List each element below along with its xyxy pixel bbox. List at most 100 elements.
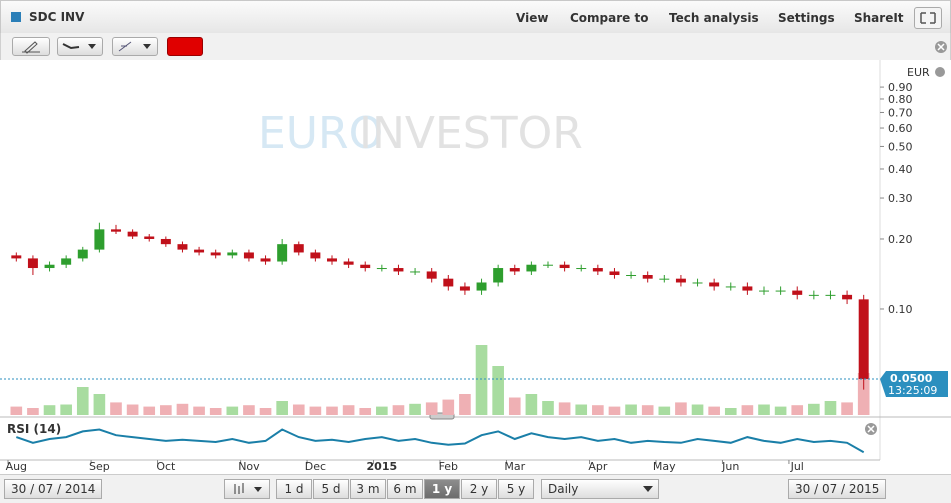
candle-body [410, 271, 421, 273]
rsi-label: RSI (14) [7, 422, 61, 436]
candle-body [526, 264, 537, 272]
candle-body [111, 229, 121, 232]
volume-bar [143, 406, 156, 415]
close-icon[interactable] [934, 40, 948, 54]
menu-item[interactable]: ShareIt [854, 11, 904, 25]
candle-body [94, 229, 105, 250]
candle-body [543, 264, 553, 266]
date-from[interactable]: 30 / 07 / 2014 [4, 479, 103, 499]
period-button[interactable]: 2 y [461, 479, 497, 499]
period-button[interactable]: 3 m [350, 479, 386, 499]
volume-bar [10, 406, 23, 415]
date-to[interactable]: 30 / 07 / 2015 [788, 479, 887, 499]
interval: Daily [548, 482, 579, 496]
y-tick-label: 0.40 [888, 163, 913, 176]
chart-type-select[interactable] [224, 479, 270, 499]
menu-item[interactable]: Tech analysis [669, 11, 759, 25]
volume-bar [276, 401, 288, 415]
candle-body [27, 258, 38, 269]
y-tick-label: 0.60 [888, 122, 913, 135]
x-tick-label: Apr [588, 460, 608, 473]
draw-button[interactable] [12, 37, 50, 56]
volume-bar [160, 405, 172, 415]
x-tick-label: Nov [238, 460, 260, 473]
x-tick-label: 2015 [367, 460, 398, 473]
volume-bar [575, 404, 588, 415]
volume-bar [791, 405, 804, 415]
candle-body [576, 268, 587, 270]
volume-bar [724, 408, 737, 415]
volume-bar [326, 406, 338, 415]
period-button[interactable]: 5 d [313, 479, 349, 499]
watermark: INVESTOR [359, 108, 583, 159]
candle-body [194, 249, 205, 253]
candle-body [376, 268, 387, 270]
last-price-label: 0.0500 [890, 372, 933, 385]
candle-body [493, 268, 504, 283]
candle-body [426, 271, 437, 279]
menu-item[interactable]: Settings [778, 11, 835, 25]
candle-body [626, 275, 637, 276]
currency-label: EUR [907, 66, 930, 79]
period-button[interactable]: 1 y [424, 479, 460, 499]
volume-bar [824, 401, 837, 415]
candle-body [77, 249, 88, 259]
candle-body [509, 268, 520, 272]
x-tick-label: Mar [504, 460, 525, 473]
menu-item[interactable]: Compare to [570, 11, 649, 25]
volume-bar [675, 402, 687, 415]
y-tick-label: 0.30 [888, 192, 913, 205]
volume-bar [708, 406, 720, 415]
menu-item[interactable]: View [516, 11, 549, 25]
rsi-line [15, 428, 865, 454]
candle-body [127, 231, 138, 237]
volume-bar [126, 404, 139, 415]
volume-bar [193, 406, 205, 415]
volume-bar [508, 397, 521, 415]
volume-bar [492, 366, 504, 415]
volume-bar [774, 406, 787, 415]
candle-body [277, 244, 288, 262]
volume-bar [608, 406, 621, 415]
period-button[interactable]: 6 m [387, 479, 423, 499]
candle-body [327, 258, 337, 262]
candle-body [725, 286, 736, 288]
period-button[interactable]: 5 y [498, 479, 534, 499]
candle-body [44, 264, 55, 269]
candle-body [443, 278, 454, 287]
volume-bar [292, 404, 305, 415]
volume-bar [176, 403, 189, 415]
color-button[interactable] [167, 37, 203, 56]
interval-select[interactable]: Daily [541, 479, 659, 499]
candle-body [842, 294, 853, 300]
candle-body [675, 278, 686, 283]
candle-body [775, 290, 786, 292]
volume-bar [625, 404, 637, 415]
candle-body [11, 255, 22, 259]
volume-bar [425, 402, 438, 415]
fib-button[interactable] [112, 37, 158, 56]
volume-bar [641, 405, 654, 415]
x-tick-label: Feb [439, 460, 458, 473]
volume-bar [209, 408, 222, 415]
y-tick-label: 0.20 [888, 233, 913, 246]
candle-body [310, 252, 321, 259]
volume-bar [376, 406, 388, 415]
y-tick-label: 0.70 [888, 106, 913, 119]
line-button[interactable] [57, 37, 103, 56]
volume-bar [841, 402, 853, 415]
icon [920, 12, 936, 24]
candle-body [160, 238, 171, 245]
candle-body [759, 290, 769, 292]
expand-button[interactable] [914, 7, 942, 29]
volume-bar [658, 406, 671, 415]
candle-body [609, 271, 620, 275]
x-tick-label: Jul [790, 460, 804, 473]
period-button[interactable]: 1 d [276, 479, 312, 499]
icon [11, 12, 21, 22]
candle-body [210, 252, 221, 256]
volume-bar [558, 402, 571, 415]
x-tick-label: Jun [721, 460, 739, 473]
